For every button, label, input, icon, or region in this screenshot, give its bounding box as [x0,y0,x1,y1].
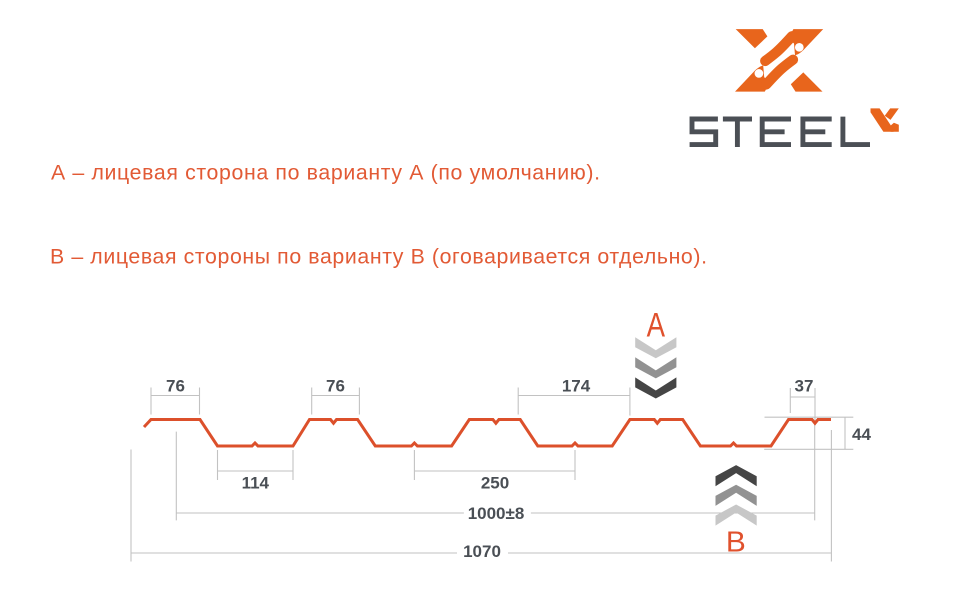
svg-text:B: B [726,526,746,559]
svg-text:1070: 1070 [463,542,501,561]
svg-text:В – лицевая стороны по вариант: В – лицевая стороны по варианту В (огова… [50,244,707,268]
svg-text:76: 76 [326,376,345,395]
svg-text:1000±8: 1000±8 [468,504,525,523]
svg-text:37: 37 [795,376,814,395]
svg-text:250: 250 [481,474,509,493]
svg-text:A: A [647,306,666,345]
svg-text:114: 114 [242,474,270,493]
svg-text:174: 174 [562,376,591,395]
svg-text:А – лицевая сторона по вариант: А – лицевая сторона по варианту А (по ум… [51,161,600,185]
svg-text:76: 76 [166,376,185,395]
svg-text:44: 44 [852,425,871,444]
